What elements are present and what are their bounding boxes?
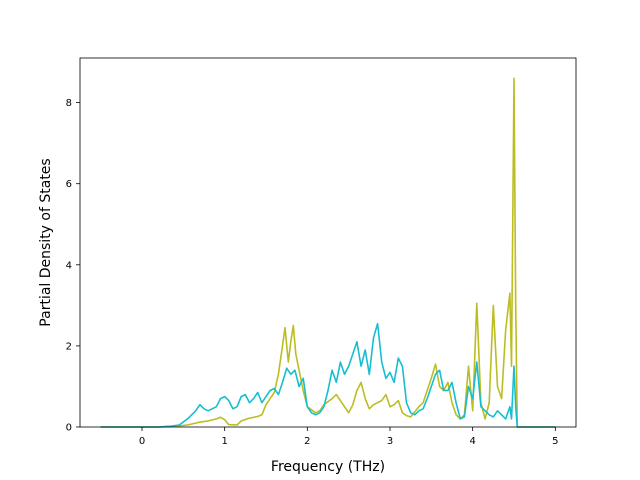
y-axis-label: Partial Density of States (38, 158, 54, 326)
x-tick-label: 2 (304, 436, 310, 447)
x-axis-ticks: 0 1 2 3 4 5 (139, 427, 559, 447)
plot-frame (79, 57, 577, 428)
x-tick-label: 3 (387, 436, 393, 447)
y-tick-label: 0 (66, 423, 72, 434)
series-line-2 (100, 322, 556, 428)
y-tick-label: 2 (66, 341, 72, 352)
series-layer (100, 77, 556, 428)
x-tick-label: 1 (221, 436, 227, 447)
y-axis-ticks: 0 2 4 6 8 (66, 98, 80, 434)
x-tick-label: 5 (552, 436, 558, 447)
x-tick-label: 0 (139, 436, 145, 447)
y-tick-label: 4 (66, 260, 72, 271)
y-tick-label: 6 (66, 179, 72, 190)
x-tick-label: 4 (469, 436, 475, 447)
series-line-1 (100, 77, 556, 428)
y-tick-label: 8 (66, 98, 72, 109)
x-axis-label: Frequency (THz) (271, 459, 385, 475)
